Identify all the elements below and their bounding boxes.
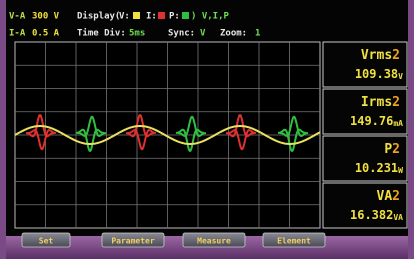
measurement-label: Irms2 — [361, 95, 400, 110]
unit: mA — [393, 119, 403, 128]
element-number: 2 — [392, 95, 400, 110]
header-row-1: V-A 300 V Display( V: I: P: ) V,I,P — [9, 11, 230, 22]
value: 10.231 — [355, 161, 398, 175]
bezel-right — [408, 0, 414, 259]
label-text: P — [384, 142, 392, 157]
unit: V — [398, 72, 403, 81]
legend-key: V: — [119, 12, 130, 22]
measurement-value: 109.38V — [355, 67, 403, 81]
sync-label: Sync: — [168, 29, 195, 39]
unit: W — [398, 166, 403, 175]
element-number: 2 — [392, 142, 400, 157]
channel: I-A — [9, 29, 26, 39]
range: 0.5 A — [32, 29, 60, 39]
value: 109.38 — [355, 67, 398, 81]
label-text: Irms — [361, 95, 392, 110]
time-div-label: Time Div: — [77, 28, 126, 39]
softkey-label[interactable]: Set — [39, 237, 54, 246]
element-number: 2 — [392, 189, 400, 204]
label-text: Vrms — [361, 48, 392, 63]
measurement-label: Vrms2 — [361, 48, 400, 63]
channel: V-A — [9, 12, 26, 22]
measurement-label: VA2 — [377, 189, 400, 204]
sync: V — [200, 29, 206, 39]
legend-key: I: — [146, 12, 157, 22]
time-div: 5ms — [129, 29, 145, 39]
display-value: ) V,I,P — [191, 12, 230, 22]
label-text: VA — [377, 189, 393, 204]
value: 149.76 — [350, 114, 393, 128]
softkey-label[interactable]: Parameter — [111, 237, 155, 246]
softkey-label[interactable]: Measure — [197, 237, 231, 246]
header-row-2: I-A 0.5 A Time Div: 5ms Sync: V Zoom: 1 — [9, 28, 260, 39]
screen: V-A 300 V Display( V: I: P: ) V,I,P I-A … — [0, 0, 414, 259]
legend-swatch — [182, 12, 189, 19]
value: 16.382 — [350, 208, 393, 222]
display-label: Display( — [77, 11, 120, 22]
zoom: 1 — [255, 29, 260, 39]
measurement-value: 10.231W — [355, 161, 403, 175]
legend-key: P: — [169, 12, 180, 22]
legend-swatch — [133, 12, 140, 19]
softkey-label[interactable]: Element — [277, 237, 311, 246]
unit: VA — [393, 213, 403, 222]
range: 300 V — [32, 12, 60, 22]
legend-swatch — [158, 12, 165, 19]
element-number: 2 — [392, 48, 400, 63]
bezel-left — [0, 0, 6, 259]
zoom-label: Zoom: — [220, 29, 247, 39]
measurement-label: P2 — [384, 142, 400, 157]
